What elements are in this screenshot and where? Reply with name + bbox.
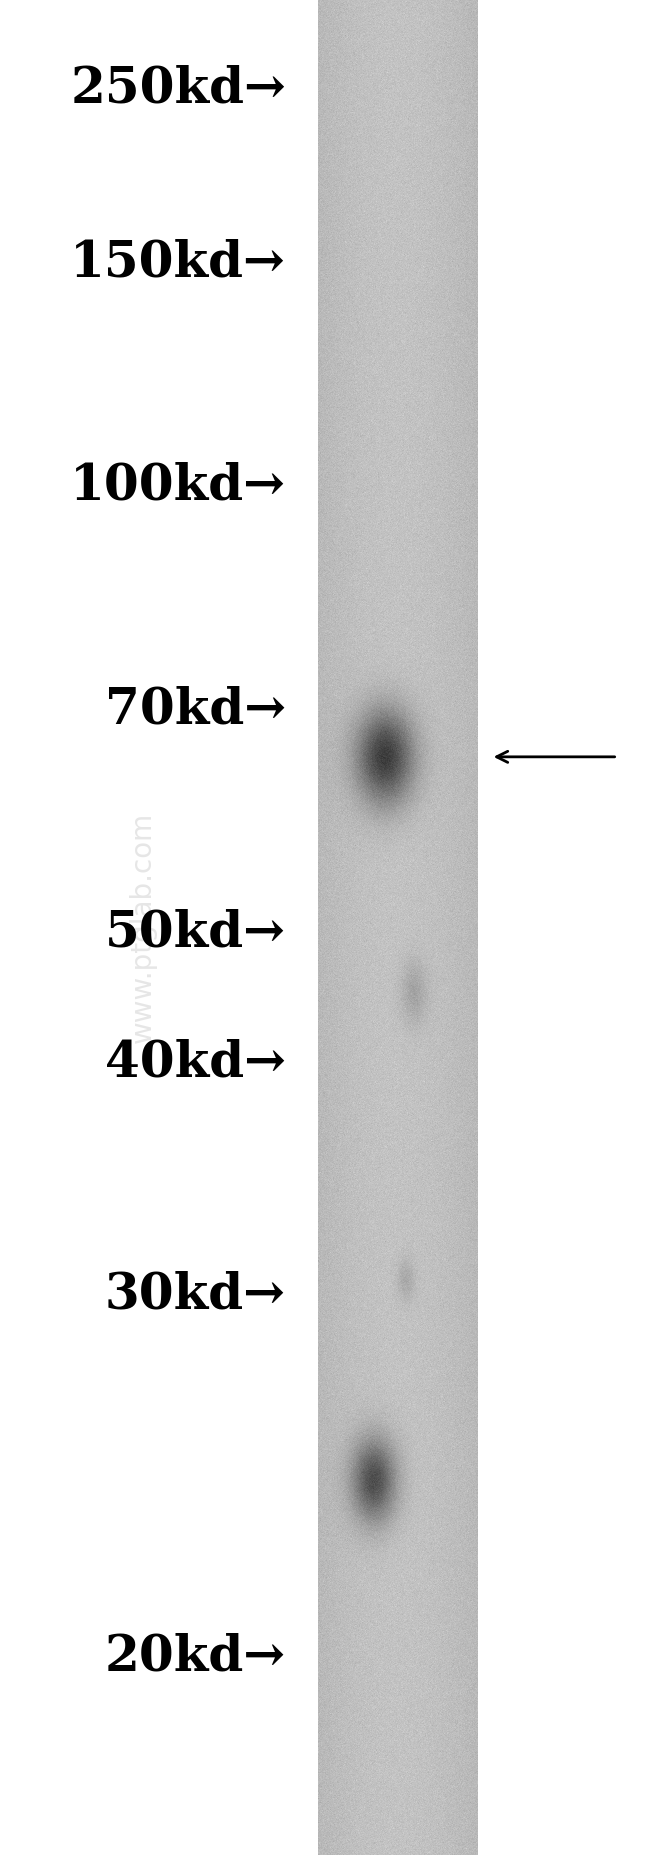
- Text: 40kd→: 40kd→: [105, 1039, 286, 1087]
- Text: www.ptglab.com: www.ptglab.com: [129, 812, 157, 1043]
- Text: 20kd→: 20kd→: [105, 1632, 286, 1681]
- Text: 250kd→: 250kd→: [70, 65, 286, 113]
- Text: 100kd→: 100kd→: [70, 462, 286, 510]
- Text: 150kd→: 150kd→: [70, 239, 286, 288]
- Text: 30kd→: 30kd→: [105, 1271, 286, 1319]
- Text: 50kd→: 50kd→: [105, 909, 286, 957]
- Text: 70kd→: 70kd→: [105, 686, 286, 735]
